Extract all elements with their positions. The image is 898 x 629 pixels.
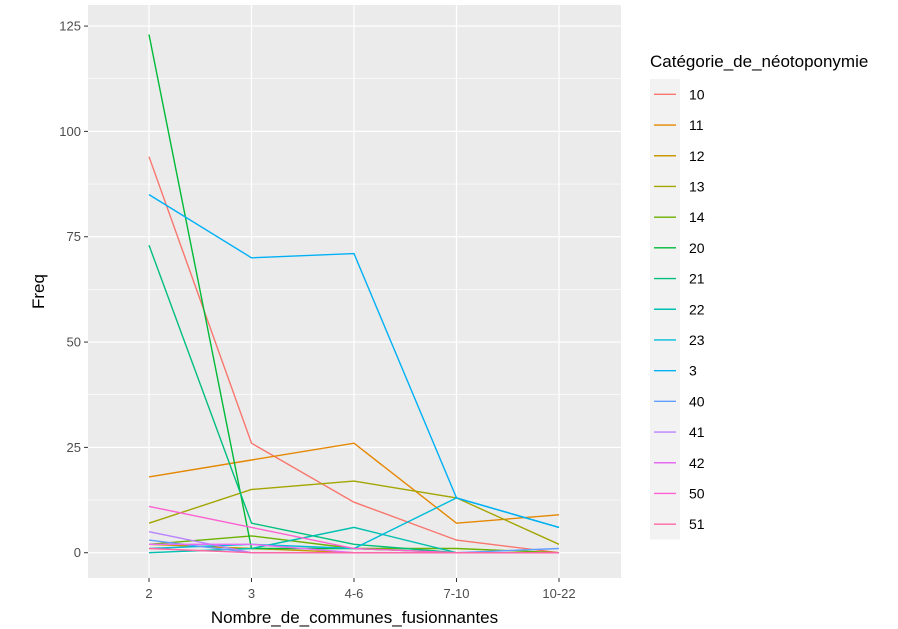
legend-label-51: 51 [689,516,705,532]
x-tick-label: 3 [248,586,255,601]
series-line-11 [148,442,560,524]
series-line-51 [148,547,559,554]
x-axis-ticks: 2 3 4-6 7-10 10-22 [145,578,576,601]
legend-label-10: 10 [689,86,705,102]
y-tick-label: 100 [59,124,81,139]
legend: Catégorie_de_néotoponymie 10 11 12 13 14 20 21… [650,52,868,540]
legend-label-12: 12 [689,148,705,164]
legend-label-20: 20 [689,240,705,256]
y-tick-label: 125 [59,19,81,34]
legend-label-50: 50 [689,485,705,501]
legend-label-11: 11 [689,117,704,133]
y-tick-label: 50 [67,335,81,350]
x-tick-label: 4-6 [345,586,364,601]
legend-label-14: 14 [689,209,705,225]
x-tick-label: 2 [145,586,152,601]
y-tick-label: 25 [67,440,81,455]
legend-label-23: 23 [689,332,705,348]
x-axis-title: Nombre_de_communes_fusionnantes [211,608,498,627]
legend-label-41: 41 [689,424,705,440]
y-tick-label: 75 [67,229,81,244]
y-axis-title: Freq [29,274,48,309]
series-line-3 [148,194,560,529]
legend-label-22: 22 [689,301,705,317]
series-lines [148,34,560,554]
y-axis-ticks: 0 25 50 75 100 125 [59,19,88,560]
series-line-10 [148,156,560,554]
legend-label-13: 13 [689,178,705,194]
legend-label-21: 21 [689,271,705,287]
y-tick-label: 0 [74,545,81,560]
legend-items: 10 11 12 13 14 20 21 22 23 3 40 41 42 50 51 [650,79,705,540]
legend-label-42: 42 [689,455,705,471]
legend-label-3: 3 [689,363,697,379]
legend-title: Catégorie_de_néotoponymie [650,52,868,71]
major-grid [88,5,621,578]
series-line-13 [148,480,560,545]
x-tick-label: 7-10 [443,586,469,601]
legend-label-40: 40 [689,393,705,409]
x-tick-label: 10-22 [542,586,575,601]
